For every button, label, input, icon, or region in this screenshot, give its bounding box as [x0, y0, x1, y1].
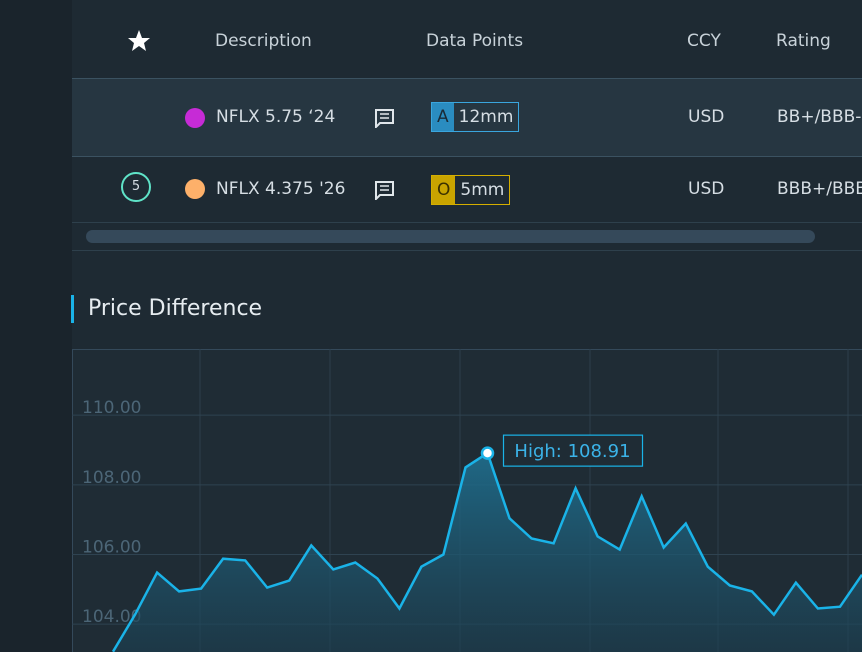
- ccy: USD: [688, 179, 725, 199]
- column-header[interactable]: CCY: [687, 31, 721, 51]
- tag-amount: 5mm: [460, 180, 505, 200]
- area: [113, 453, 862, 652]
- divider: [72, 156, 862, 157]
- color-dot: [185, 108, 205, 128]
- tag-letter: O: [432, 176, 456, 204]
- annotation-box: [502, 434, 644, 467]
- column-header[interactable]: Description: [215, 31, 312, 51]
- y-tick-label: 106.00: [82, 537, 141, 557]
- y-tick-label: 110.00: [82, 398, 141, 418]
- data-tag: A 12mm: [431, 102, 520, 132]
- rating: BB+/BBB-: [777, 107, 862, 127]
- title-accent: [71, 295, 74, 323]
- divider: [72, 78, 862, 79]
- bond-name[interactable]: NFLX 4.375 '26: [216, 179, 346, 199]
- color-dot: [185, 179, 205, 199]
- scrollbar[interactable]: [86, 230, 815, 243]
- high-marker: [480, 446, 495, 460]
- star-icon[interactable]: [127, 29, 151, 53]
- side-panel: [0, 0, 72, 652]
- rating: BBB+/BBB-: [777, 179, 862, 199]
- bond-name[interactable]: NFLX 5.75 ‘24: [216, 107, 336, 127]
- divider: [72, 222, 862, 223]
- divider: [72, 250, 862, 251]
- column-header[interactable]: Rating: [776, 31, 831, 51]
- tag-letter: A: [432, 103, 454, 131]
- annotation: High: 108.91: [514, 441, 630, 462]
- comment-icon[interactable]: [374, 108, 396, 128]
- section-title: Price Difference: [88, 296, 263, 321]
- badge: 5: [121, 172, 151, 202]
- comment-icon[interactable]: [374, 180, 396, 200]
- y-tick-label: 104.00: [82, 607, 141, 627]
- column-header[interactable]: Data Points: [426, 31, 524, 51]
- tag-amount: 12mm: [458, 107, 514, 127]
- data-tag: O 5mm: [431, 175, 511, 205]
- y-tick-label: 108.00: [82, 468, 141, 488]
- chart: 104.00 106.00 108.00 110.00 High: 108.91: [72, 349, 862, 652]
- ccy: USD: [688, 107, 725, 127]
